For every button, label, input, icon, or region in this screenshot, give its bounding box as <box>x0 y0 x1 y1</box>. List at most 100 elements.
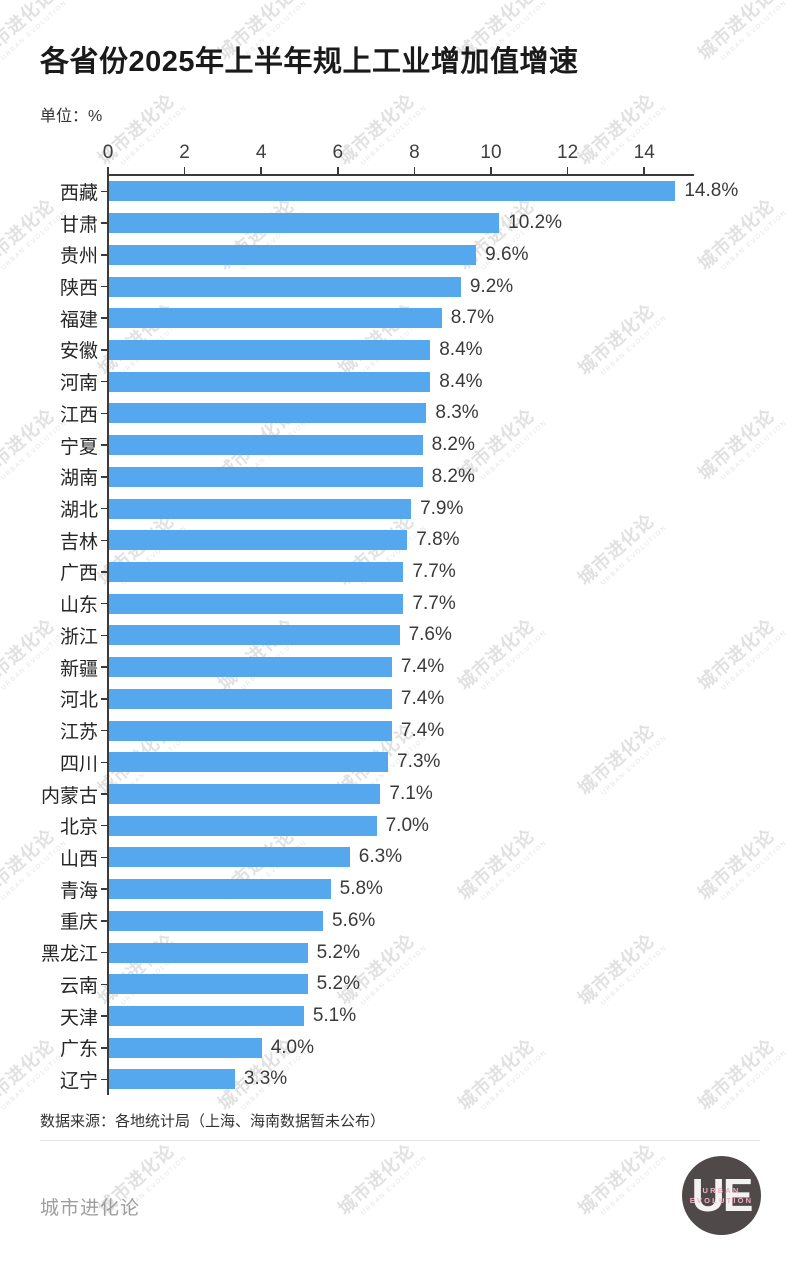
bar <box>108 213 500 234</box>
bar <box>108 466 423 487</box>
y-tick-mark <box>101 793 108 795</box>
bar <box>108 942 308 963</box>
y-tick-mark <box>101 951 108 954</box>
y-tick-mark <box>101 888 108 890</box>
province-label: 天津 <box>59 1007 98 1029</box>
value-label: 7.8% <box>416 529 460 551</box>
bar <box>108 784 381 805</box>
bar-row: 湖北 7.9% <box>0 493 800 525</box>
bar-row: 河南 8.4% <box>0 366 800 398</box>
bar-row: 云南 5.2% <box>0 968 800 1000</box>
bar <box>108 688 392 709</box>
y-tick-mark <box>101 666 108 668</box>
province-label: 湖南 <box>59 468 98 490</box>
value-label: 5.6% <box>331 909 376 931</box>
x-tick-mark <box>183 167 186 175</box>
x-tick-mark <box>566 167 569 175</box>
bar <box>108 339 431 360</box>
y-tick-mark <box>101 380 108 383</box>
value-label: 4.0% <box>270 1036 314 1058</box>
bar <box>108 403 427 424</box>
bar <box>108 276 461 297</box>
chart-title: 各省份2025年上半年规上工业增加值增速 <box>40 46 579 78</box>
y-tick-mark <box>101 349 108 351</box>
brand-logo: UE URBAN EVOLUTION <box>682 1156 761 1235</box>
province-label: 广西 <box>59 563 98 585</box>
value-label: 8.2% <box>431 465 475 487</box>
bar-row: 青海 5.8% <box>0 873 800 905</box>
x-tick-mark <box>260 167 262 175</box>
province-label: 陕西 <box>59 278 98 300</box>
province-label: 新疆 <box>59 658 98 680</box>
y-tick-mark <box>101 856 108 859</box>
value-label: 14.8% <box>684 180 739 202</box>
bar <box>108 244 477 265</box>
province-label: 黑龙江 <box>40 944 98 966</box>
y-tick-mark <box>101 254 108 256</box>
value-label: 9.2% <box>469 275 514 297</box>
bar-row: 福建 8.7% <box>0 302 800 334</box>
value-label: 7.6% <box>408 624 452 646</box>
y-tick-mark <box>101 190 108 193</box>
province-label: 湖北 <box>59 500 98 522</box>
bar-rows: 西藏 14.8% 甘肃 10.2% 贵州 9.6% 陕西 9.2% 福建 8.7% 安徽 8.4% 河南… <box>0 176 800 1096</box>
bar-row: 北京 7.0% <box>0 810 800 842</box>
bar-row: 宁夏 8.2% <box>0 429 800 461</box>
bar <box>108 561 404 582</box>
bar <box>108 1037 262 1058</box>
bar-row: 天津 5.1% <box>0 1000 800 1032</box>
province-label: 福建 <box>59 309 98 331</box>
y-tick-mark <box>101 729 108 732</box>
value-label: 8.4% <box>439 370 483 392</box>
bar <box>108 593 404 614</box>
province-label: 青海 <box>59 880 98 902</box>
bar-row: 安徽 8.4% <box>0 334 800 366</box>
x-tick-label: 6 <box>332 142 344 163</box>
value-label: 5.2% <box>316 941 360 963</box>
bar <box>108 181 676 202</box>
value-label: 8.7% <box>450 307 495 329</box>
logo-monogram: UE <box>691 1168 754 1221</box>
x-tick-label: 2 <box>179 142 190 163</box>
y-tick-mark <box>101 476 108 478</box>
bar-row: 辽宁 3.3% <box>0 1064 800 1096</box>
bar <box>108 752 389 773</box>
value-label: 8.3% <box>435 402 479 424</box>
province-label: 北京 <box>59 817 98 839</box>
bar-row: 陕西 9.2% <box>0 271 800 303</box>
y-tick-mark <box>101 222 108 224</box>
province-label: 内蒙古 <box>40 785 98 807</box>
y-tick-mark <box>101 571 108 573</box>
bar <box>108 308 442 329</box>
province-label: 甘肃 <box>59 214 98 236</box>
value-label: 7.1% <box>389 783 433 805</box>
source-note: 数据来源：各地统计局（上海、海南数据暂未公布） <box>40 1113 386 1130</box>
brand-name: 城市进化论 <box>40 1198 141 1219</box>
bar <box>108 530 408 551</box>
bar-row: 吉林 7.8% <box>0 524 800 556</box>
bar-row: 内蒙古 7.1% <box>0 778 800 810</box>
x-tick-mark <box>490 167 492 175</box>
logo-wordmark-line2: EVOLUTION <box>689 1195 754 1205</box>
x-axis-line <box>108 174 694 176</box>
bar <box>108 815 377 836</box>
value-label: 7.4% <box>400 656 445 678</box>
bar <box>108 879 331 900</box>
province-label: 江西 <box>59 404 98 426</box>
bar <box>108 974 308 995</box>
value-label: 7.3% <box>397 751 441 773</box>
province-label: 宁夏 <box>59 436 98 458</box>
bar-row: 重庆 5.6% <box>0 905 800 937</box>
bar <box>108 1069 235 1090</box>
bar-row: 山东 7.7% <box>0 588 800 620</box>
bar-row: 新疆 7.4% <box>0 651 800 683</box>
x-tick-mark <box>643 167 645 175</box>
x-tick-label: 0 <box>102 142 114 163</box>
x-tick-label: 10 <box>480 142 502 163</box>
bar-row: 广东 4.0% <box>0 1032 800 1064</box>
province-label: 贵州 <box>59 246 98 268</box>
province-label: 重庆 <box>59 912 98 934</box>
